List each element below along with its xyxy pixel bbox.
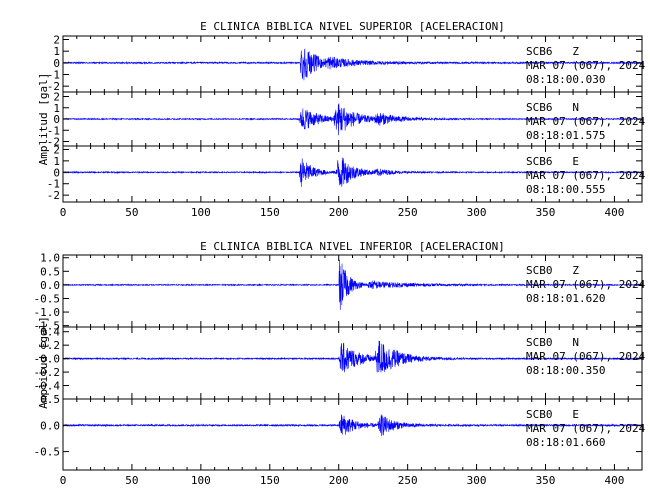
y-tick-label: 0.0 (40, 419, 60, 432)
station-label: SCB0 E (526, 408, 579, 421)
y-tick-label: 0.0 (40, 279, 60, 292)
y-tick-label: 0 (53, 113, 60, 126)
waveform-line (62, 340, 643, 373)
y-tick-label: -0.5 (34, 292, 61, 305)
time-label: 08:18:00.030 (526, 73, 605, 86)
x-tick-label: 100 (191, 474, 211, 487)
chart-title: E CLINICA BIBLICA NIVEL SUPERIOR [ACELER… (200, 20, 505, 33)
x-tick-label: 250 (398, 474, 418, 487)
waveform-line (62, 157, 643, 187)
x-tick-label: 0 (60, 474, 67, 487)
y-tick-label: 0.5 (40, 393, 60, 406)
time-label: 08:18:01.575 (526, 129, 605, 142)
y-tick-label: -1.5 (34, 320, 61, 333)
x-tick-label: 250 (398, 206, 418, 219)
y-tick-label: 0 (53, 57, 60, 70)
y-tick-label: 0.2 (40, 339, 60, 352)
date-label: MAR 07 (067), 2024 (526, 422, 646, 435)
date-label: MAR 07 (067), 2024 (526, 278, 646, 291)
y-tick-label: -1 (47, 69, 60, 82)
date-label: MAR 07 (067), 2024 (526, 169, 646, 182)
y-axis-label: Amplitud [gal] (37, 73, 50, 166)
y-tick-label: -1.0 (34, 306, 61, 319)
x-tick-label: 150 (260, 474, 280, 487)
x-tick-label: 400 (604, 206, 624, 219)
waveform-line (62, 103, 643, 136)
y-tick-label: 1 (53, 45, 60, 58)
x-tick-label: 300 (467, 206, 487, 219)
chart-inferior: E CLINICA BIBLICA NIVEL INFERIOR [ACELER… (34, 240, 646, 487)
station-label: SCB0 Z (526, 264, 579, 277)
y-tick-label: -2 (47, 80, 60, 93)
y-tick-label: -1 (47, 178, 60, 191)
waveform-line (62, 414, 643, 437)
x-tick-label: 350 (536, 206, 556, 219)
x-tick-label: 200 (329, 474, 349, 487)
x-tick-label: 50 (125, 474, 138, 487)
chart-superior: E CLINICA BIBLICA NIVEL SUPERIOR [ACELER… (37, 20, 646, 219)
y-tick-label: 0.5 (40, 265, 60, 278)
y-tick-label: 2 (53, 143, 60, 156)
waveform-line (62, 259, 643, 310)
y-tick-label: -2 (47, 189, 60, 202)
time-label: 08:18:00.350 (526, 364, 605, 377)
station-label: SCB6 N (526, 101, 579, 114)
chart-title: E CLINICA BIBLICA NIVEL INFERIOR [ACELER… (200, 240, 505, 253)
y-tick-label: 1 (53, 102, 60, 115)
y-tick-label: 1.0 (40, 252, 60, 265)
y-tick-label: 2 (53, 91, 60, 104)
y-tick-label: 2 (53, 34, 60, 47)
station-label: SCB0 N (526, 336, 579, 349)
date-label: MAR 07 (067), 2024 (526, 115, 646, 128)
station-label: SCB6 Z (526, 45, 579, 58)
time-label: 08:18:00.555 (526, 183, 605, 196)
x-tick-label: 0 (60, 206, 67, 219)
y-tick-label: 0 (53, 166, 60, 179)
date-label: MAR 07 (067), 2024 (526, 59, 646, 72)
x-tick-label: 200 (329, 206, 349, 219)
time-label: 08:18:01.620 (526, 292, 605, 305)
x-tick-label: 100 (191, 206, 211, 219)
waveform-line (62, 48, 643, 81)
y-tick-label: -1 (47, 124, 60, 137)
x-tick-label: 350 (536, 474, 556, 487)
x-tick-label: 300 (467, 474, 487, 487)
station-label: SCB6 E (526, 155, 579, 168)
x-tick-label: 50 (125, 206, 138, 219)
date-label: MAR 07 (067), 2024 (526, 350, 646, 363)
y-tick-label: -0.5 (34, 446, 61, 459)
y-tick-label: -0.2 (34, 366, 61, 379)
y-tick-label: 0.4 (40, 326, 60, 339)
y-axis-label: Amplitud [gal] (37, 316, 50, 409)
y-tick-label: 1 (53, 155, 60, 168)
y-tick-label: -0.4 (34, 380, 61, 393)
y-tick-label: -0.0 (34, 353, 61, 366)
time-label: 08:18:01.660 (526, 436, 605, 449)
x-tick-label: 150 (260, 206, 280, 219)
x-tick-label: 400 (604, 474, 624, 487)
y-tick-label: -2 (47, 136, 60, 149)
